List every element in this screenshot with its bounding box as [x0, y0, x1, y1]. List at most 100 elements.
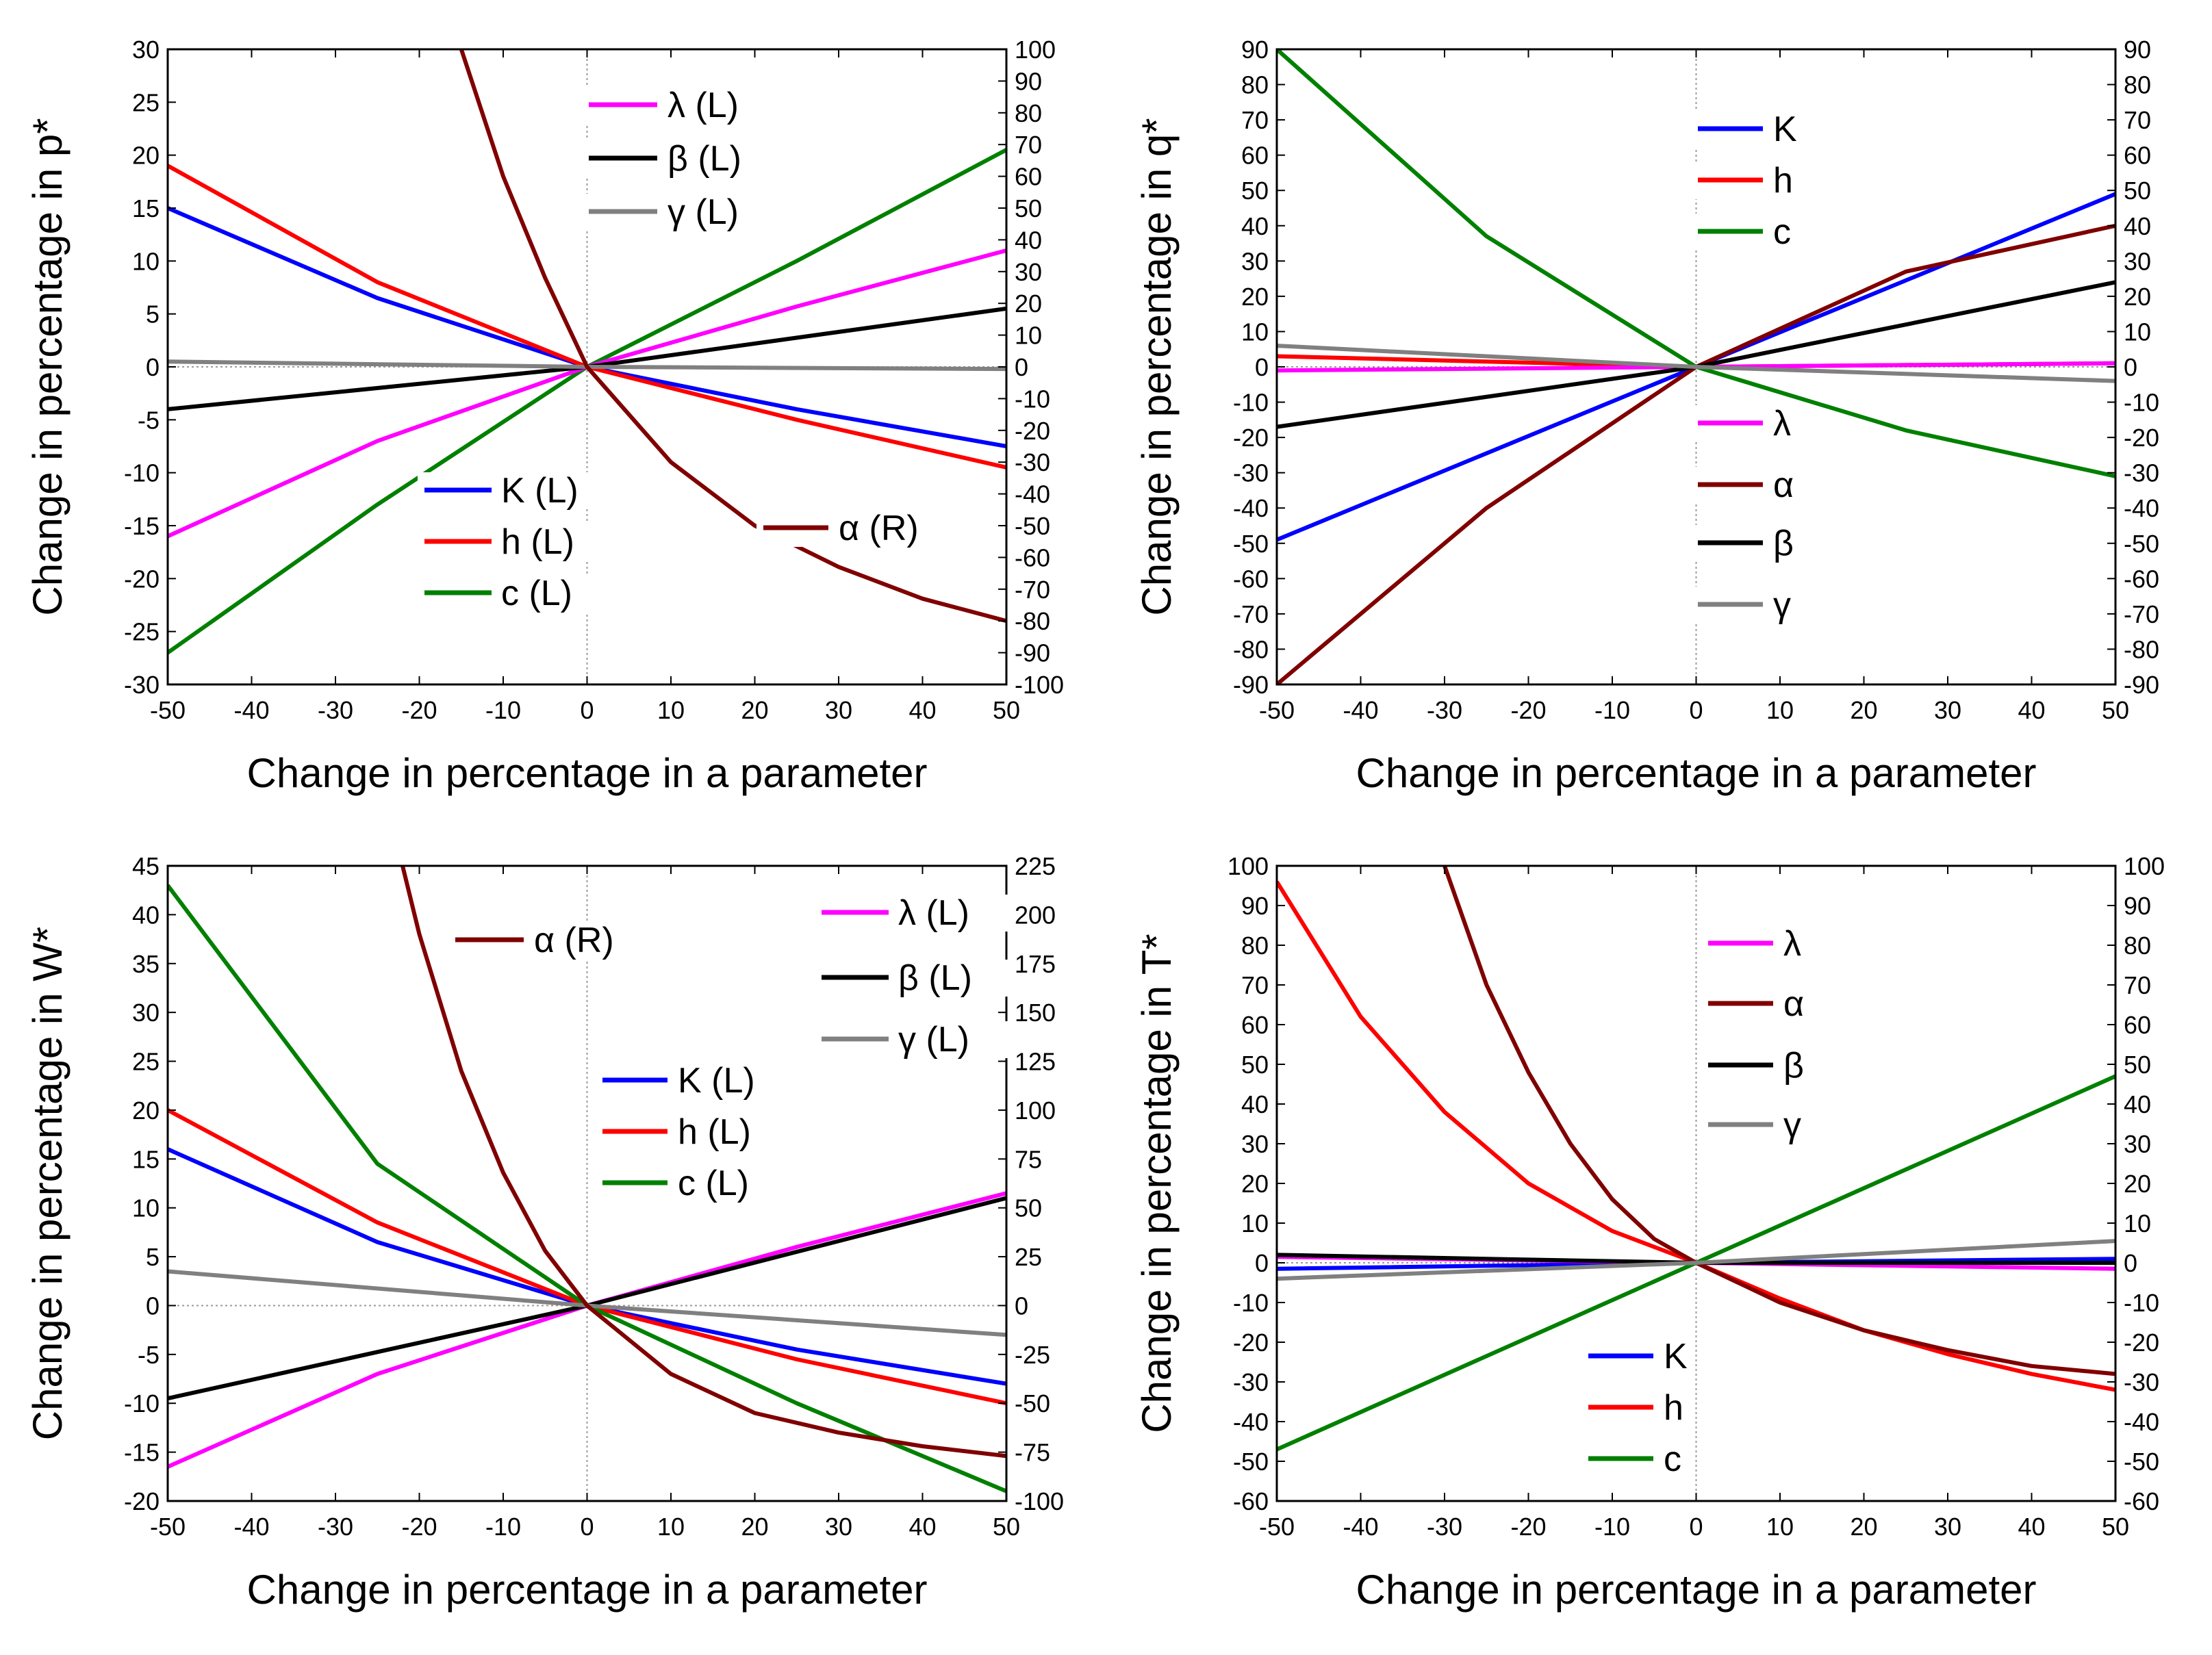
legend-entry: c	[1581, 1439, 1691, 1479]
y-tick-label-left: 45	[132, 852, 160, 880]
legend-entry: β	[1691, 524, 1801, 563]
y-tick-label-right: 50	[1015, 194, 1042, 222]
y-tick-label-left: 50	[1241, 177, 1269, 205]
y-tick-label-right: 50	[1015, 1194, 1042, 1222]
y-tick-label-left: 30	[132, 36, 160, 64]
y-tick-label-right: -10	[2124, 1289, 2159, 1317]
legend-entry: h (L)	[418, 522, 611, 562]
legend-label: c (L)	[678, 1164, 749, 1203]
y-tick-label-right: -50	[1015, 512, 1050, 540]
y-tick-label-right: -40	[2124, 1408, 2159, 1436]
y-tick-label-right: -50	[1015, 1389, 1050, 1417]
y-tick-label-left: 80	[1241, 932, 1269, 960]
legend-entry: γ (L)	[582, 192, 777, 232]
y-tick-label-left: 40	[1241, 1090, 1269, 1118]
y-tick-label-right: 80	[2124, 71, 2151, 99]
x-tick-label: -30	[318, 696, 353, 724]
y-tick-label-right: -50	[2124, 1448, 2159, 1476]
y-tick-label-right: 50	[2124, 1051, 2151, 1079]
y-tick-label-right: 70	[1015, 131, 1042, 159]
x-axis-label: Change in percentage in a parameter	[247, 750, 928, 796]
y-tick-label-left: -15	[124, 512, 160, 540]
legend-entry: c (L)	[596, 1164, 787, 1203]
panel-top-left: -50 -40 -30 -20 -10 0 10 20 30 40 50-30-25-20-15-1…	[25, 36, 1064, 796]
legend-entry: K	[1691, 110, 1801, 149]
y-tick-label-left: -30	[1233, 1368, 1269, 1396]
legend-label: h (L)	[501, 522, 574, 562]
legend-entry: h (L)	[596, 1112, 787, 1152]
x-axis-label: Change in percentage in a parameter	[1356, 1567, 2037, 1613]
legend-entry: K (L)	[596, 1061, 787, 1101]
y-tick-label-right: 50	[2124, 177, 2151, 205]
y-tick-label-right: 125	[1015, 1048, 1056, 1076]
legend-label: α (R)	[534, 921, 614, 960]
legend-entry: β (L)	[582, 139, 777, 179]
series-line-0	[168, 1147, 1006, 1386]
series-line-6	[401, 866, 1006, 1459]
x-tick-label: 10	[657, 696, 685, 724]
y-tick-label-right: 0	[1015, 1292, 1028, 1320]
y-tick-label-left: -20	[124, 1487, 160, 1515]
x-tick-label: 40	[908, 1513, 936, 1541]
series-line-6	[1277, 1239, 2115, 1281]
y-axis-label: Change in percentage in q*	[1134, 118, 1180, 615]
series-line-3	[168, 1191, 1006, 1469]
x-tick-label: 10	[1766, 696, 1794, 724]
y-axis-label: Change in percentage in p*	[25, 118, 71, 615]
y-tick-label-right: 175	[1015, 950, 1056, 978]
y-tick-label-left: 30	[132, 999, 160, 1027]
y-tick-label-left: 90	[1241, 36, 1269, 64]
y-axis-label: Change in percentage in T*	[1134, 934, 1180, 1433]
legend-entry: γ	[1701, 1105, 1811, 1145]
x-tick-label: 40	[2018, 696, 2045, 724]
legend-entry: α (R)	[448, 921, 644, 960]
legend-entry: β (L)	[815, 958, 1008, 998]
y-tick-label-right: -30	[1015, 448, 1050, 476]
y-tick-label-right: 100	[1015, 1096, 1056, 1125]
legend-entry: λ (L)	[582, 86, 777, 125]
legend-label: h	[1664, 1388, 1683, 1428]
x-tick-label: -10	[485, 1513, 521, 1541]
panel-bottom-right: -50 -40 -30 -20 -10 0 10 20 30 40 50-60-50-40-30-2…	[1134, 852, 2165, 1613]
y-tick-label-left: 40	[1241, 212, 1269, 240]
panel-bottom-left: -50 -40 -30 -20 -10 0 10 20 30 40 50-20-15-10-5051…	[25, 852, 1064, 1613]
y-tick-label-left: -40	[1233, 494, 1269, 522]
x-tick-label: -50	[1259, 1513, 1295, 1541]
y-tick-label-left: -70	[1233, 600, 1269, 628]
y-tick-label-left: 80	[1241, 71, 1269, 99]
legend-label: K (L)	[501, 471, 579, 511]
legend-label: β (L)	[668, 139, 741, 179]
y-tick-label-left: 15	[132, 1145, 160, 1173]
legend-entry: h	[1581, 1388, 1691, 1428]
y-tick-label-right: 10	[2124, 1209, 2151, 1237]
y-tick-label-left: 90	[1241, 892, 1269, 920]
legend-label: h	[1773, 161, 1793, 201]
x-tick-label: 50	[993, 696, 1020, 724]
y-tick-label-right: -80	[1015, 607, 1050, 635]
y-tick-label-right: -100	[1015, 671, 1064, 699]
y-tick-label-left: -80	[1233, 635, 1269, 663]
legend-label: β (L)	[898, 958, 972, 998]
legend-entry: β	[1701, 1046, 1811, 1086]
y-tick-label-left: 10	[1241, 1209, 1269, 1237]
y-tick-label-left: -15	[124, 1439, 160, 1467]
series-line-6	[459, 49, 1006, 624]
y-tick-label-left: 0	[146, 353, 160, 381]
y-tick-label-right: 25	[1015, 1243, 1042, 1271]
x-tick-label: 0	[580, 1513, 594, 1541]
y-tick-label-right: 75	[1015, 1145, 1042, 1173]
legend-label: λ	[1783, 924, 1801, 964]
legend-label: c (L)	[501, 574, 572, 613]
x-tick-label: -20	[1510, 696, 1546, 724]
x-tick-label: 20	[741, 1513, 768, 1541]
y-tick-label-right: 0	[1015, 353, 1028, 381]
y-tick-label-right: 20	[2124, 1170, 2151, 1198]
y-tick-label-right: -30	[2124, 1368, 2159, 1396]
y-tick-label-right: 70	[2124, 106, 2151, 134]
y-tick-label-right: 200	[1015, 901, 1056, 929]
x-tick-label: 50	[993, 1513, 1020, 1541]
y-tick-label-right: 10	[2124, 318, 2151, 346]
series-line-6	[1277, 344, 2115, 383]
legend-label: c	[1773, 212, 1791, 252]
x-tick-label: 20	[1850, 696, 1877, 724]
